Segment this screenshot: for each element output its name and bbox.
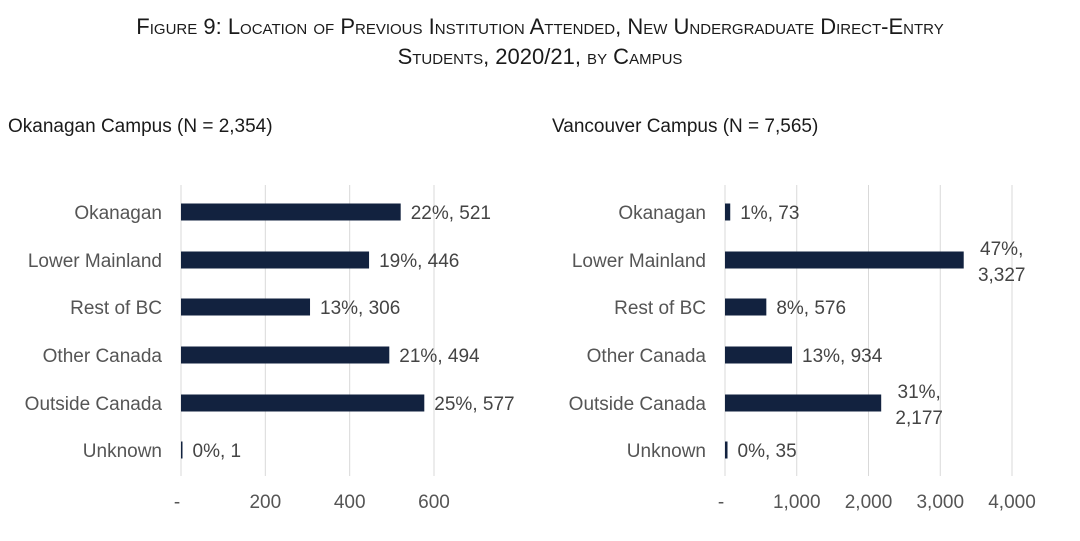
vancouver-bar bbox=[725, 346, 793, 364]
vancouver-bar bbox=[725, 394, 882, 412]
okanagan-category-label: Lower Mainland bbox=[28, 251, 162, 272]
vancouver-bar bbox=[725, 298, 767, 316]
vancouver-data-label: 0%, 35 bbox=[738, 441, 797, 462]
vancouver-data-label: 2,177 bbox=[895, 408, 943, 429]
okanagan-data-label: 13%, 306 bbox=[320, 298, 400, 319]
vancouver-category-label: Okanagan bbox=[618, 203, 706, 224]
vancouver-category-label: Unknown bbox=[627, 441, 706, 462]
vancouver-category-label: Other Canada bbox=[587, 346, 707, 367]
vancouver-bar bbox=[725, 441, 728, 459]
vancouver-tick-label: 3,000 bbox=[916, 492, 964, 513]
okanagan-bar bbox=[181, 298, 311, 316]
vancouver-tick-label: 2,000 bbox=[845, 492, 893, 513]
vancouver-data-label: 3,327 bbox=[978, 265, 1026, 286]
okanagan-bar bbox=[181, 203, 401, 221]
vancouver-data-label: 47%, bbox=[980, 239, 1023, 260]
vancouver-tick-label: 1,000 bbox=[773, 492, 821, 513]
vancouver-panel-title: Vancouver Campus (N = 7,565) bbox=[552, 116, 819, 137]
vancouver-bar bbox=[725, 203, 731, 221]
okanagan-bar bbox=[181, 346, 390, 364]
vancouver-data-label: 13%, 934 bbox=[802, 346, 883, 367]
vancouver-data-label: 1%, 73 bbox=[740, 203, 799, 224]
vancouver-tick-label: - bbox=[718, 492, 724, 513]
okanagan-tick-label: 400 bbox=[334, 492, 366, 513]
okanagan-category-label: Okanagan bbox=[74, 203, 162, 224]
vancouver-category-label: Lower Mainland bbox=[572, 251, 706, 272]
chart-title-line-1: Figure 9: Location of Previous Instituti… bbox=[136, 14, 944, 39]
okanagan-bar bbox=[181, 441, 183, 459]
vancouver-category-label: Rest of BC bbox=[614, 298, 706, 319]
okanagan-bar bbox=[181, 251, 370, 269]
okanagan-bar bbox=[181, 394, 425, 412]
okanagan-data-label: 0%, 1 bbox=[193, 441, 242, 462]
okanagan-data-label: 22%, 521 bbox=[411, 203, 491, 224]
okanagan-category-label: Rest of BC bbox=[70, 298, 162, 319]
okanagan-tick-label: 600 bbox=[418, 492, 450, 513]
okanagan-data-label: 21%, 494 bbox=[399, 346, 480, 367]
vancouver-bar bbox=[725, 251, 964, 269]
okanagan-tick-label: - bbox=[174, 492, 180, 513]
chart-title-line-2: Students, 2020/21, by Campus bbox=[397, 44, 683, 69]
okanagan-category-label: Other Canada bbox=[43, 346, 163, 367]
okanagan-category-label: Unknown bbox=[83, 441, 162, 462]
okanagan-tick-label: 200 bbox=[249, 492, 281, 513]
okanagan-category-label: Outside Canada bbox=[25, 394, 163, 415]
okanagan-data-label: 19%, 446 bbox=[379, 251, 459, 272]
vancouver-data-label: 8%, 576 bbox=[776, 298, 846, 319]
okanagan-data-label: 25%, 577 bbox=[434, 394, 514, 415]
vancouver-tick-label: 4,000 bbox=[988, 492, 1036, 513]
vancouver-data-label: 31%, bbox=[898, 382, 941, 403]
okanagan-panel-title: Okanagan Campus (N = 2,354) bbox=[8, 116, 273, 137]
vancouver-category-label: Outside Canada bbox=[569, 394, 707, 415]
